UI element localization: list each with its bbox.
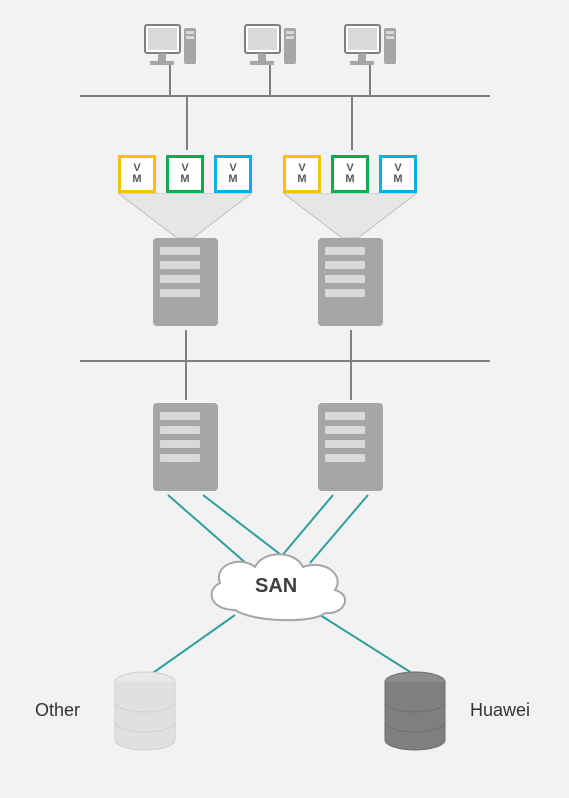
storage-cylinder-huawei [380, 670, 450, 755]
vm-label: M [345, 174, 354, 185]
connector-line [185, 360, 187, 400]
connector-line [169, 65, 171, 95]
connector-line [369, 65, 371, 95]
connector-line [269, 65, 271, 95]
server-icon [148, 400, 223, 495]
vm-label: M [132, 174, 141, 185]
vm-box: V M [214, 155, 252, 193]
storage-cylinder-other [110, 670, 180, 755]
diagram-canvas: V M V M V M V M V M V M [0, 0, 569, 798]
fan-connector [283, 193, 417, 238]
vm-label: M [228, 174, 237, 185]
vm-box: V M [379, 155, 417, 193]
connector-line [186, 95, 188, 150]
vm-box: V M [283, 155, 321, 193]
vm-label: M [393, 174, 402, 185]
vm-box: V M [166, 155, 204, 193]
storage-label-huawei: Huawei [470, 700, 530, 721]
vm-box: V M [118, 155, 156, 193]
bus-line [80, 360, 490, 362]
server-icon [313, 235, 388, 330]
connector-line [185, 330, 187, 360]
connector-line [350, 360, 352, 400]
san-label: SAN [255, 575, 297, 598]
connector-line [351, 95, 353, 150]
server-icon [313, 400, 388, 495]
storage-label-other: Other [35, 700, 80, 721]
server-icon [148, 235, 223, 330]
fan-connector [118, 193, 252, 238]
teal-connectors [0, 0, 569, 798]
vm-box: V M [331, 155, 369, 193]
bus-line [80, 95, 490, 97]
connector-line [350, 330, 352, 360]
vm-label: M [180, 174, 189, 185]
vm-label: M [297, 174, 306, 185]
